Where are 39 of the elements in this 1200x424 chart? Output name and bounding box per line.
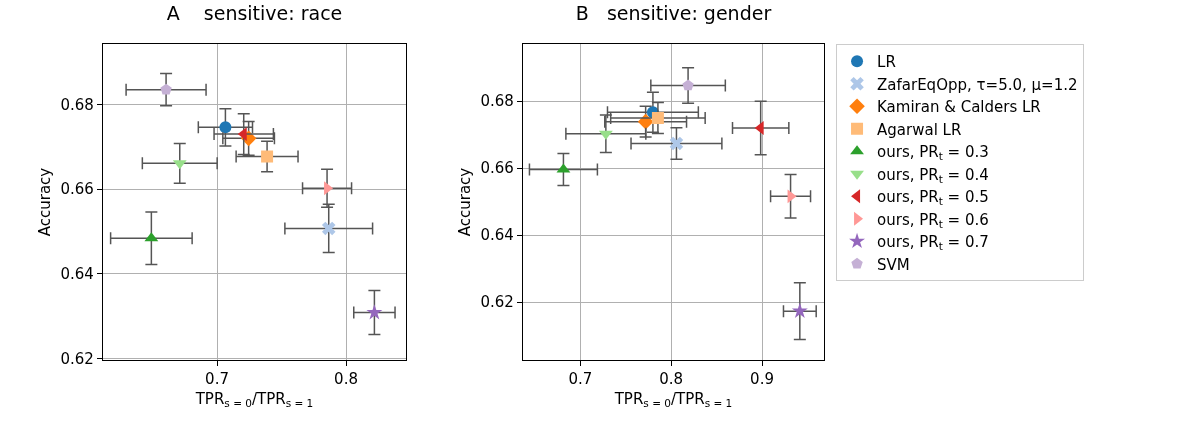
point — [219, 121, 232, 134]
legend-label: ours, PR$_{t}$ = 0.5 — [877, 188, 989, 208]
x-tick-label: 0.7 — [205, 370, 229, 389]
y-tick-label: 0.68 — [60, 95, 94, 114]
legend-label: Agarwal LR — [877, 120, 962, 139]
chart-title: A sensitive: race — [166, 1, 343, 24]
y-tick-label: 0.64 — [480, 226, 514, 245]
legend-label: ours, PR$_{t}$ = 0.3 — [877, 143, 989, 163]
point — [669, 136, 684, 151]
x-axis-title: TPR$_{s = 0}$/TPR$_{s = 1}$ — [613, 390, 733, 410]
x-tick-label: 0.9 — [750, 370, 774, 389]
point — [160, 83, 172, 95]
point — [791, 302, 808, 318]
y-tick-label: 0.62 — [480, 293, 514, 312]
y-axis-title: Accuracy — [455, 167, 474, 237]
point — [754, 121, 764, 135]
legend-label: ours, PR$_{t}$ = 0.6 — [877, 210, 989, 230]
point — [261, 150, 274, 163]
y-tick-label: 0.66 — [480, 159, 514, 178]
y-tick-label: 0.68 — [480, 92, 514, 111]
x-tick-label: 0.8 — [659, 370, 684, 389]
legend-label: ours, PR$_{t}$ = 0.4 — [877, 165, 989, 185]
y-tick-label: 0.62 — [60, 349, 94, 368]
y-tick-label: 0.64 — [60, 264, 94, 283]
x-tick-label: 0.7 — [568, 370, 593, 389]
point — [321, 221, 336, 236]
legend-label: LR — [877, 53, 896, 72]
point — [366, 304, 383, 320]
point — [651, 111, 664, 124]
legend-label: SVM — [877, 255, 910, 274]
point — [682, 79, 694, 91]
x-tick-label: 0.8 — [334, 370, 358, 389]
legend-label: ours, PR$_{t}$ = 0.7 — [877, 233, 989, 253]
legend-label: Kamiran & Calders LR — [877, 98, 1041, 117]
x-axis-title: TPR$_{s = 0}$/TPR$_{s = 1}$ — [194, 390, 314, 410]
y-tick-label: 0.66 — [60, 180, 94, 199]
legend-label: ZafarEqOpp, τ=5.0, μ=1.2 — [877, 75, 1078, 94]
y-axis-title: Accuracy — [35, 167, 54, 237]
chart-title: B sensitive: gender — [575, 1, 772, 24]
